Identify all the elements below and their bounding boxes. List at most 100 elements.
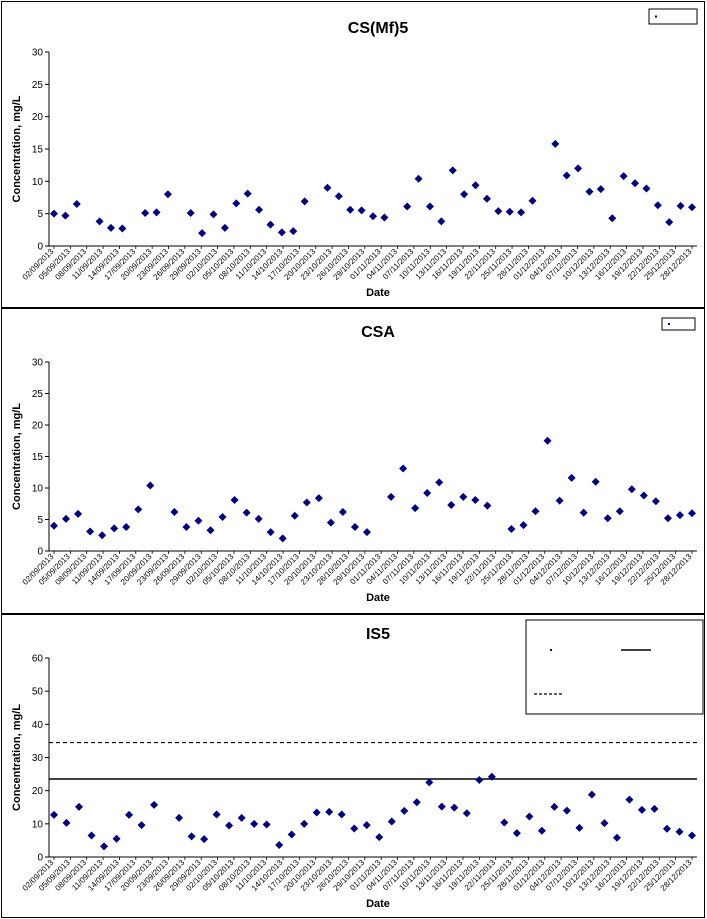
chart-panel-csa: CSA 0 5 10 15 20 25 30 02/09/2013 05/09/2013 08/09…: [1, 308, 705, 614]
data-point: [487, 772, 496, 781]
data-point: [555, 496, 564, 505]
legend-marker: [668, 323, 670, 325]
data-point: [278, 534, 287, 543]
data-point: [528, 196, 537, 205]
data-point: [350, 523, 359, 532]
y-tick-label: 10: [32, 819, 44, 830]
data-point: [50, 209, 58, 218]
data-point: [237, 813, 246, 822]
data-point: [300, 197, 309, 206]
data-point: [134, 505, 143, 514]
data-point: [642, 184, 651, 193]
data-point: [653, 201, 662, 210]
data-point: [562, 171, 571, 180]
data-point: [266, 528, 275, 537]
y-tick-label: 15: [32, 452, 44, 463]
data-point: [254, 514, 263, 523]
data-point: [551, 139, 560, 148]
data-point: [334, 192, 343, 201]
data-point: [460, 190, 469, 199]
data-point: [494, 207, 503, 216]
data-point: [118, 224, 127, 233]
y-tick-label: 0: [37, 547, 43, 558]
data-point: [471, 181, 480, 190]
data-point: [218, 512, 227, 521]
data-point: [414, 174, 423, 183]
x-axis-label: Date: [366, 898, 390, 910]
data-point: [591, 477, 600, 486]
data-point: [639, 491, 648, 500]
data-point: [587, 790, 596, 799]
data-point: [225, 821, 234, 830]
data-point: [338, 507, 347, 516]
data-point: [425, 778, 434, 787]
data-point: [357, 206, 366, 215]
data-point: [290, 511, 299, 520]
data-point: [688, 831, 696, 840]
y-tick-label: 5: [37, 209, 43, 220]
data-point: [550, 802, 559, 811]
data-point: [471, 495, 480, 504]
data-point: [517, 208, 526, 217]
legend-box: [661, 317, 696, 331]
y-axis-label: Concentration, mg/L: [11, 95, 23, 202]
x-axis-label: Date: [366, 592, 390, 604]
y-tick-label: 25: [32, 389, 44, 400]
data-point: [675, 827, 684, 836]
chart-title: CSA: [361, 324, 395, 341]
data-point: [300, 819, 309, 828]
data-point: [50, 810, 58, 819]
y-tick-label: 30: [32, 753, 44, 764]
data-point: [423, 489, 432, 498]
data-point: [242, 508, 251, 517]
data-point: [122, 523, 131, 532]
data-point: [50, 521, 58, 530]
data-point: [380, 213, 389, 222]
data-point: [369, 212, 377, 221]
data-point: [531, 507, 540, 516]
data-point: [519, 521, 528, 530]
data-point: [98, 531, 107, 540]
data-point: [650, 804, 659, 813]
data-point: [255, 205, 264, 214]
data-point: [187, 832, 196, 841]
data-point: [95, 217, 104, 226]
data-point: [87, 831, 96, 840]
data-point: [675, 511, 684, 520]
y-tick-label: 15: [32, 145, 44, 156]
data-point: [575, 823, 584, 832]
data-point: [425, 202, 434, 211]
data-point: [302, 498, 311, 507]
legend-marker: [655, 15, 657, 18]
y-tick-label: 30: [32, 358, 44, 369]
data-point: [243, 189, 252, 198]
data-point: [232, 199, 241, 208]
data-point: [141, 209, 150, 218]
y-tick-label: 40: [32, 720, 44, 731]
y-tick-label: 20: [32, 421, 44, 432]
data-point: [100, 842, 109, 851]
data-point: [663, 514, 672, 523]
data-point: [72, 199, 81, 208]
data-point: [450, 803, 459, 812]
y-tick-label: 10: [32, 484, 44, 495]
data-point: [603, 514, 612, 523]
chart-cs-mf5: CS(Mf)505101520253002/09/201305/09/20130…: [11, 8, 698, 299]
data-point: [112, 834, 121, 843]
data-point: [212, 810, 221, 819]
data-point: [500, 818, 509, 827]
data-point: [277, 228, 286, 237]
data-point: [62, 514, 71, 523]
data-point: [262, 820, 271, 829]
data-point: [110, 524, 119, 533]
data-point: [325, 807, 334, 816]
data-point: [137, 821, 146, 830]
data-point: [676, 201, 685, 210]
data-point: [230, 495, 239, 504]
data-point: [170, 507, 179, 516]
y-tick-label: 60: [32, 654, 44, 665]
data-point: [665, 218, 674, 227]
data-point: [200, 835, 209, 844]
data-point: [125, 810, 134, 819]
chart-panel-cs-mf5: CS(Mf)5 0 5 10 15 20 25 30 02/09/2013 05/09/2013 0…: [1, 1, 705, 308]
